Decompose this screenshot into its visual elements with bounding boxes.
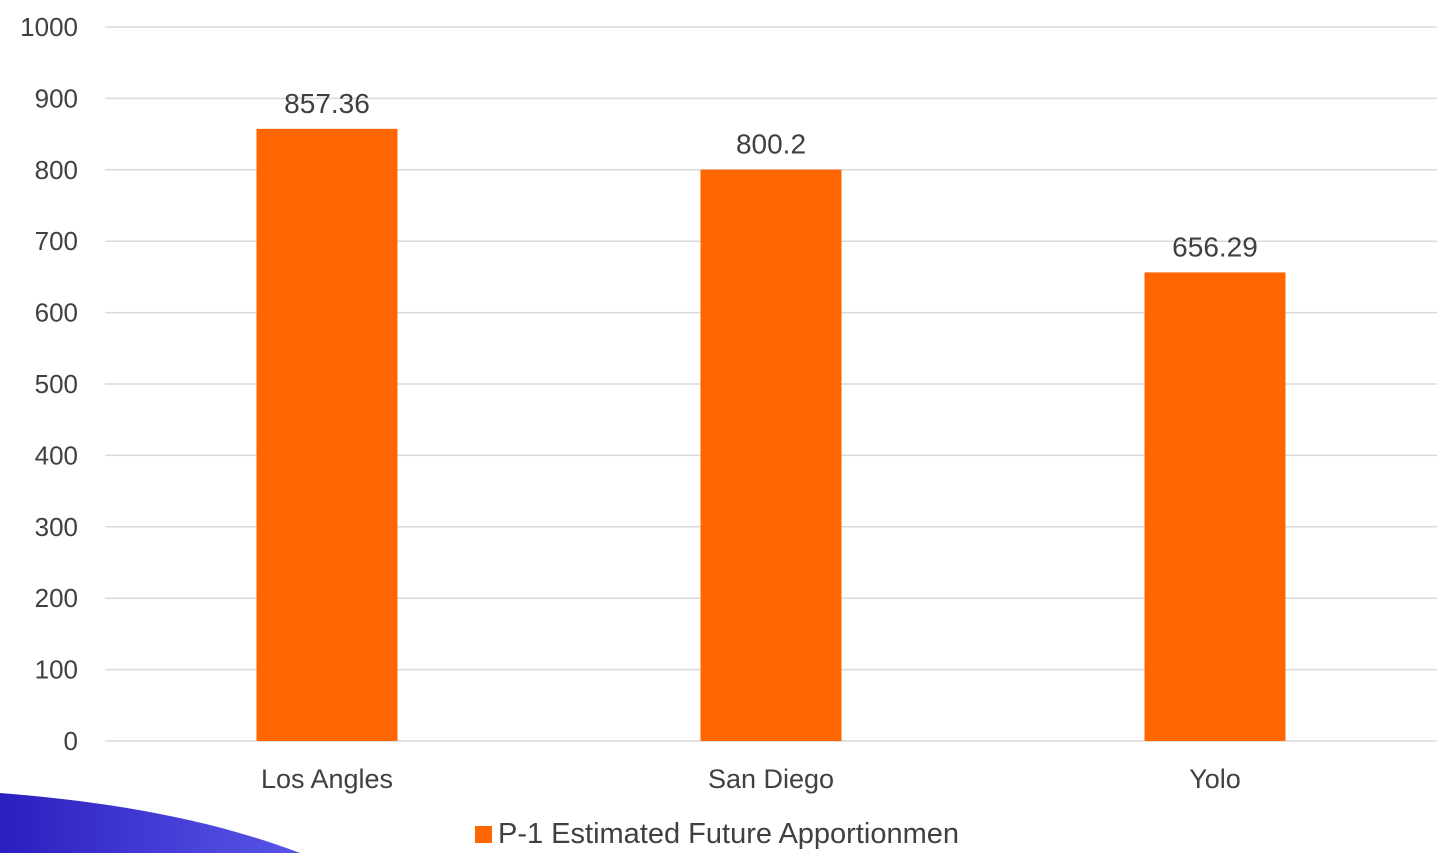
bar-value-label: 800.2 (736, 129, 806, 160)
legend-swatch (475, 826, 492, 843)
y-tick-label: 1000 (20, 12, 78, 42)
y-axis-tick-labels: 0 100 200 300 400 500 600 700 800 900 1000 (20, 12, 78, 756)
bar (256, 128, 398, 741)
y-tick-label: 0 (64, 726, 78, 756)
y-tick-label: 400 (35, 440, 78, 470)
y-tick-label: 600 (35, 298, 78, 328)
bar-value-label: 857.36 (284, 88, 370, 119)
bar-value-label: 656.29 (1172, 231, 1258, 262)
x-category-label: Yolo (1189, 764, 1241, 794)
y-tick-label: 900 (35, 83, 78, 113)
x-category-label: Los Angles (261, 764, 393, 794)
legend: P-1 Estimated Future Apportionmen (475, 818, 959, 851)
bar (700, 169, 842, 741)
y-tick-label: 100 (35, 655, 78, 685)
legend-label: P-1 Estimated Future Apportionmen (498, 818, 960, 850)
bars (256, 128, 1286, 741)
y-tick-label: 500 (35, 369, 78, 399)
y-tick-label: 700 (35, 226, 78, 256)
y-tick-label: 800 (35, 155, 78, 185)
bar (1144, 272, 1286, 741)
x-axis-category-labels: Los Angles San Diego Yolo (261, 764, 1241, 794)
x-category-label: San Diego (708, 764, 834, 794)
y-tick-label: 200 (35, 583, 78, 613)
y-tick-label: 300 (35, 512, 78, 542)
corner-accent-shape (0, 793, 300, 853)
data-labels: 857.36 800.2 656.29 (284, 88, 1258, 263)
